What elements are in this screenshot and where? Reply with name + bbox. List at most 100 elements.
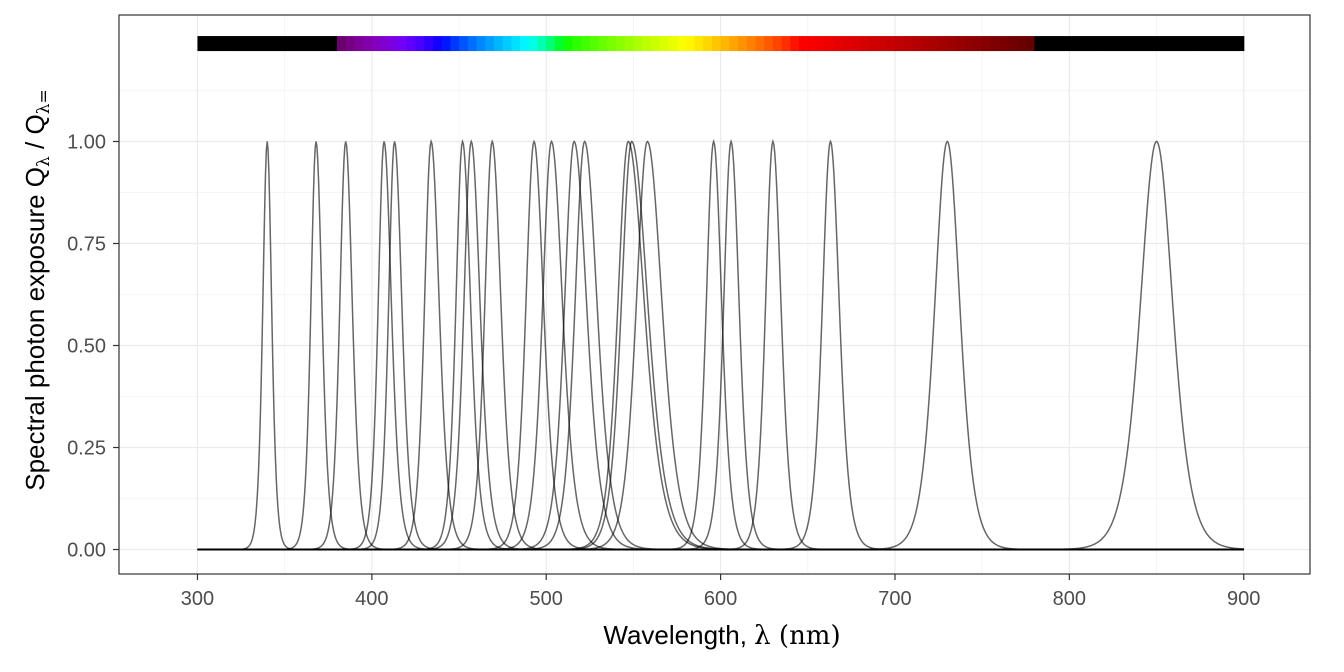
color-bar-segment: [406, 36, 417, 52]
x-tick-label: 500: [530, 588, 563, 610]
x-tick-label: 700: [878, 588, 911, 610]
color-bar-segment: [703, 36, 713, 52]
color-bar-segment: [1156, 36, 1166, 52]
color-bar-segment: [633, 36, 643, 52]
color-bar-segment: [415, 36, 425, 52]
color-bar-segment: [424, 36, 434, 52]
color-bar-segment: [1104, 36, 1114, 52]
color-bar-segment: [929, 36, 940, 52]
y-axis-ticks: 0.00 0.25 0.50 0.75 1.00: [67, 131, 119, 562]
x-axis-title: Wavelength, λ (nm): [603, 620, 840, 651]
color-bar-segment: [197, 36, 207, 52]
spectrum-curve-22: [197, 140, 1244, 551]
panel-border: [118, 14, 1311, 575]
color-bar-segment: [1025, 36, 1036, 52]
color-bar-segment: [607, 36, 617, 52]
color-bar-segment: [502, 36, 512, 52]
color-bar-segment: [485, 36, 495, 52]
y-tick-label: 0.75: [67, 233, 106, 255]
x-tick-label: 300: [181, 588, 214, 610]
color-bar-segment: [554, 36, 565, 52]
color-bar-segment: [363, 36, 373, 52]
color-bar-segment: [921, 36, 931, 52]
color-bar-segment: [520, 36, 530, 52]
y-axis-title: Spectral photon exposure Qλ / Qλ=: [20, 89, 54, 491]
color-bar-segment: [738, 36, 748, 52]
x-tick-label: 400: [355, 588, 388, 610]
y-tick-label: 0.00: [67, 540, 106, 562]
color-bar-segment: [581, 36, 591, 52]
color-bar-segment: [354, 36, 364, 52]
color-bar-segment: [694, 36, 704, 52]
color-bar-segment: [511, 36, 521, 52]
color-bar-segment: [493, 36, 504, 52]
color-bar-segment: [964, 36, 975, 52]
color-bar-segment: [1217, 36, 1227, 52]
color-bar-segment: [842, 36, 852, 52]
color-bar-segment: [650, 36, 661, 52]
color-bar-segment: [1226, 36, 1236, 52]
color-bar-segment: [1095, 36, 1105, 52]
color-bar-segment: [668, 36, 678, 52]
color-bar-segment: [1112, 36, 1123, 52]
color-bar-segment: [598, 36, 608, 52]
color-bar-segment: [825, 36, 835, 52]
color-bar-segment: [746, 36, 757, 52]
y-tick-label: 1.00: [67, 131, 106, 153]
color-bar-segment: [528, 36, 539, 52]
color-bar-segment: [389, 36, 399, 52]
color-bar-segment: [459, 36, 469, 52]
x-tick-label: 800: [1053, 588, 1086, 610]
color-bar-segment: [1130, 36, 1140, 52]
color-bar-segment: [860, 36, 870, 52]
color-bar-segment: [1173, 36, 1184, 52]
color-bar-segment: [799, 36, 809, 52]
wavelength-color-bar: [197, 36, 1245, 52]
color-bar-segment: [816, 36, 826, 52]
color-bar-segment: [807, 36, 818, 52]
color-bar-segment: [293, 36, 303, 52]
color-bar-segment: [380, 36, 390, 52]
color-bar-segment: [677, 36, 687, 52]
color-bar-segment: [999, 36, 1009, 52]
color-bar-segment: [302, 36, 312, 52]
color-bar-segment: [1051, 36, 1062, 52]
color-bar-segment: [764, 36, 774, 52]
color-bar-segment: [1086, 36, 1097, 52]
color-bar-segment: [1043, 36, 1053, 52]
color-bar-segment: [467, 36, 478, 52]
color-bar-segment: [1235, 36, 1245, 52]
color-bar-segment: [450, 36, 460, 52]
color-bar-segment: [1182, 36, 1193, 52]
color-bar-segment: [956, 36, 966, 52]
x-axis-ticks: 300 400 500 600 700 800 900: [181, 574, 1260, 610]
color-bar-segment: [267, 36, 277, 52]
color-bar-segment: [903, 36, 914, 52]
spectra-series: [197, 138, 1244, 551]
color-bar-segment: [241, 36, 251, 52]
color-bar-segment: [1165, 36, 1175, 52]
color-bar-segment: [1191, 36, 1201, 52]
color-bar-segment: [947, 36, 957, 52]
color-bar-segment: [659, 36, 669, 52]
color-bar-segment: [720, 36, 730, 52]
color-bar-segment: [894, 36, 905, 52]
color-bar-segment: [642, 36, 652, 52]
color-bar-segment: [1200, 36, 1210, 52]
color-bar-segment: [1078, 36, 1088, 52]
color-bar-segment: [851, 36, 861, 52]
color-bar-segment: [886, 36, 896, 52]
color-bar-segment: [1147, 36, 1158, 52]
color-bar-segment: [790, 36, 800, 52]
color-bar-segment: [1034, 36, 1044, 52]
color-bar-segment: [877, 36, 887, 52]
color-bar-segment: [1208, 36, 1219, 52]
color-bar-segment: [1017, 36, 1027, 52]
color-bar-segment: [328, 36, 338, 52]
color-bar-segment: [624, 36, 635, 52]
color-bar-segment: [589, 36, 600, 52]
color-bar-segment: [476, 36, 486, 52]
color-bar-segment: [973, 36, 983, 52]
color-bar-segment: [232, 36, 242, 52]
